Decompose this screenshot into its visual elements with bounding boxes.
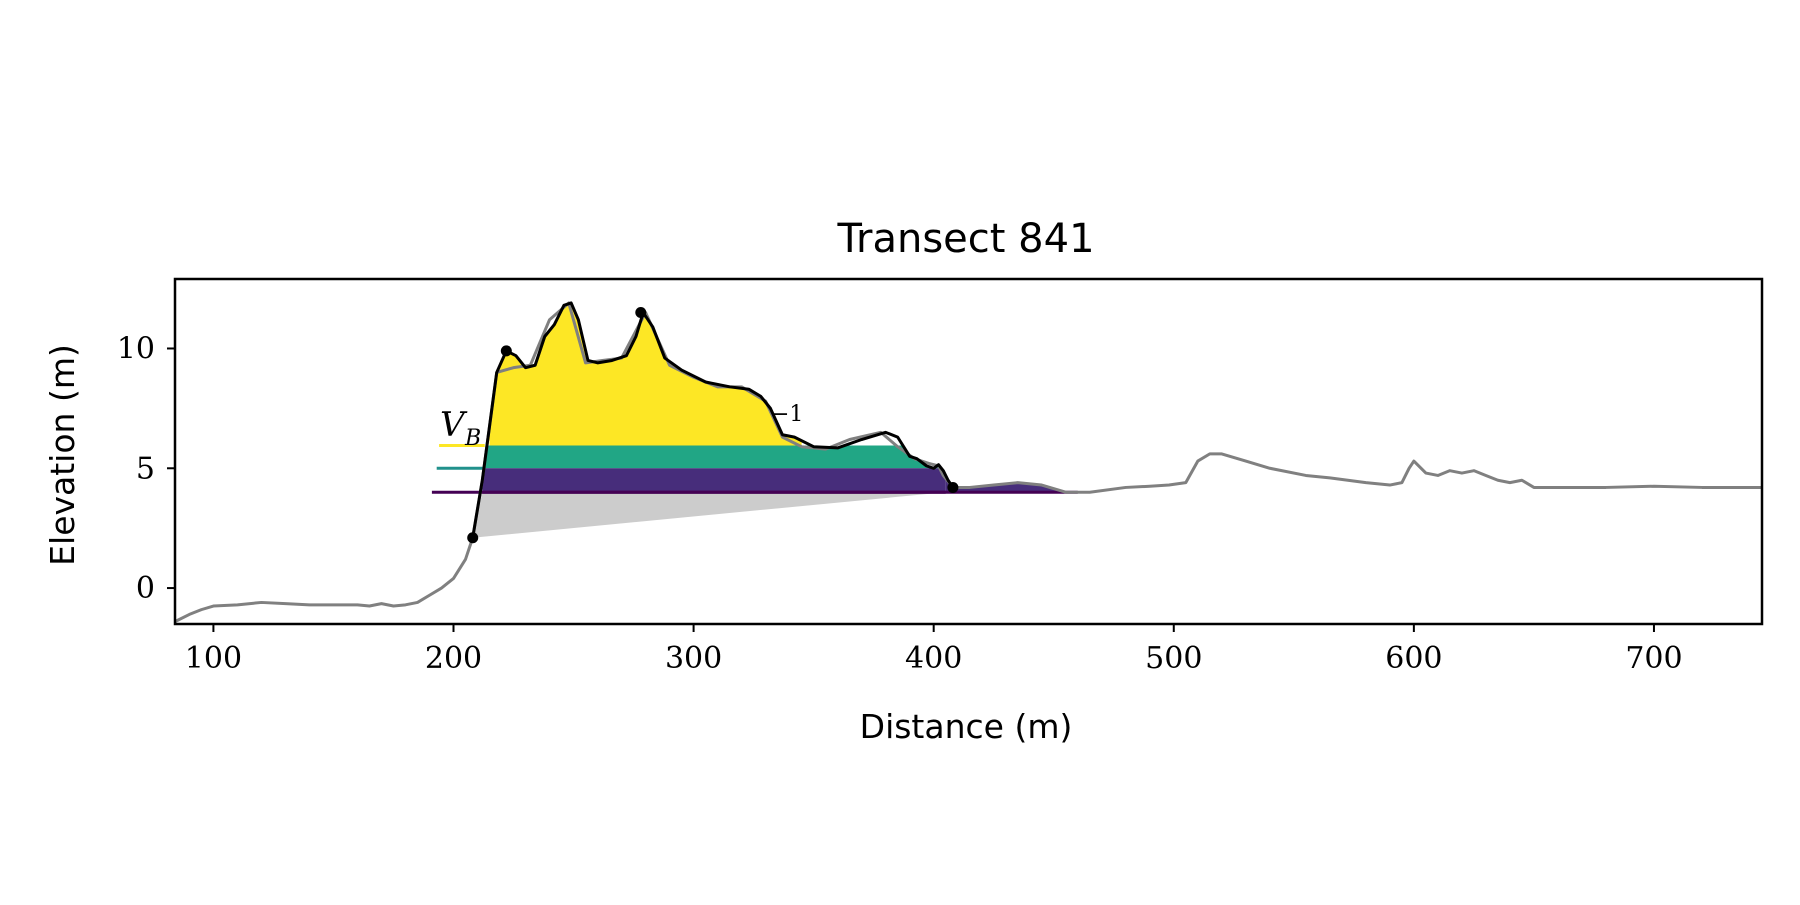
x-tick-label: 100 <box>185 641 242 676</box>
y-tick-label: 10 <box>117 331 155 366</box>
x-tick-label: 200 <box>425 641 482 676</box>
plot-area: V B −1 100 200 300 400 500 600 700 0 5 10 <box>117 277 1764 676</box>
x-tick-label: 500 <box>1145 641 1202 676</box>
key-point-marker-1 <box>500 345 512 357</box>
x-tick-label: 600 <box>1385 641 1442 676</box>
key-point-marker-2 <box>635 307 647 319</box>
annotation-v-label: V <box>440 405 468 445</box>
base-wedge-area <box>472 492 946 538</box>
band-band-mid-1 <box>484 445 946 469</box>
y-axis-label: Elevation (m) <box>43 344 82 566</box>
plot-content <box>175 301 1762 623</box>
band-band-top-0 <box>489 303 802 446</box>
dune-outline-line <box>471 301 955 538</box>
x-axis-label: Distance (m) <box>860 707 1073 746</box>
y-tick-label: 0 <box>136 571 155 606</box>
annotation-v-subscript: B <box>464 426 481 451</box>
annotation-minus-one: −1 <box>771 402 803 427</box>
x-tick-label: 700 <box>1625 641 1682 676</box>
x-tick-label: 400 <box>905 641 962 676</box>
key-point-marker-3 <box>947 481 959 493</box>
x-tick-label: 300 <box>665 641 722 676</box>
plot-frame <box>173 277 1764 626</box>
band-band-low-2 <box>482 468 946 493</box>
key-point-marker-0 <box>467 532 479 544</box>
y-tick-label: 5 <box>136 451 155 486</box>
profile-line <box>175 301 1762 623</box>
chart-title: Transect 841 <box>836 216 1094 262</box>
